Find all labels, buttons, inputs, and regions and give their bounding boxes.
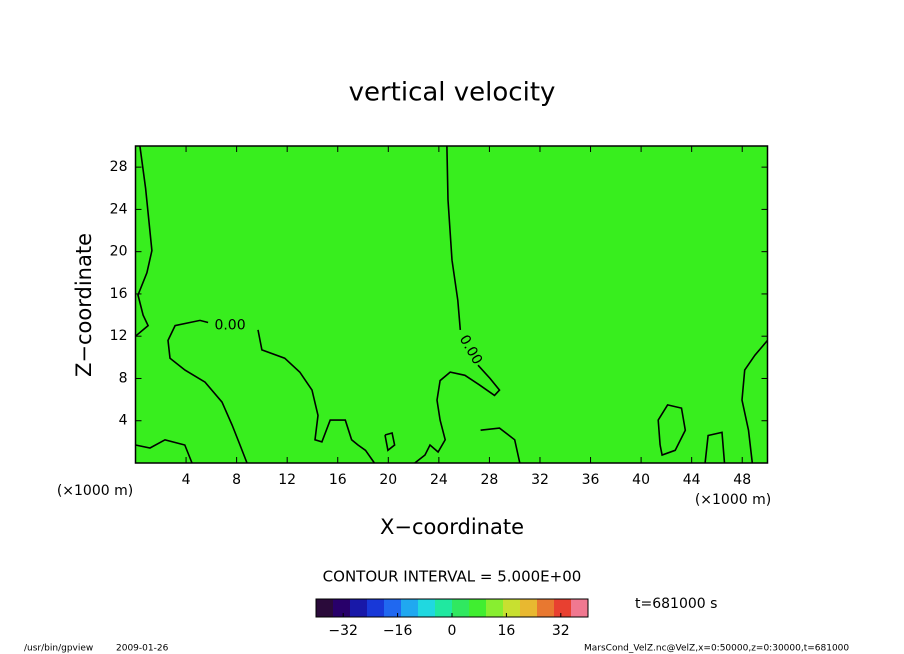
x-tick-label: 24 — [430, 472, 448, 488]
time-label: t=681000 s — [635, 596, 717, 612]
contour-line — [741, 339, 769, 464]
contour-line — [704, 431, 726, 464]
contour-line — [167, 319, 376, 464]
colorbar-tick-label: −16 — [383, 623, 413, 639]
colorbar-cell — [401, 599, 419, 617]
colorbar-cell — [503, 599, 521, 617]
contour-label: 0.00 — [214, 318, 245, 334]
colorbar-cell — [418, 599, 436, 617]
x-tick-label: 40 — [632, 472, 650, 488]
colorbar-cell — [435, 599, 453, 617]
x-axis-title: X−coordinate — [380, 515, 524, 539]
contour-interval: CONTOUR INTERVAL = 5.000E+00 — [323, 568, 582, 586]
colorbar-cell — [333, 599, 351, 617]
x-tick-label: 20 — [379, 472, 397, 488]
colorbar-tick-label: −32 — [328, 623, 358, 639]
x-tick-label: 36 — [582, 472, 600, 488]
colorbar-tick-label: 32 — [552, 623, 570, 639]
chart-title: vertical velocity — [349, 78, 556, 108]
colorbar-cell — [452, 599, 470, 617]
footer-source: MarsCond_VelZ.nc@VelZ,x=0:50000,z=0:3000… — [584, 644, 849, 654]
y-tick-label: 20 — [110, 244, 128, 260]
x-tick-label: 16 — [329, 472, 347, 488]
footer-program: /usr/bin/gpview — [24, 644, 93, 654]
contour-line — [414, 146, 501, 464]
y-tick-label: 16 — [110, 286, 128, 302]
contour-line — [134, 145, 153, 337]
x-tick-label: 8 — [232, 472, 241, 488]
y-tick-label: 4 — [119, 413, 128, 429]
x-tick-label: 28 — [481, 472, 499, 488]
y-tick-label: 12 — [110, 328, 128, 344]
y-axis-title: Z−coordinate — [72, 233, 96, 377]
x-tick-label: 12 — [278, 472, 296, 488]
colorbar-cell — [316, 599, 334, 617]
colorbar-cell — [537, 599, 555, 617]
contour-line — [135, 438, 193, 464]
y-tick-label: 24 — [110, 201, 128, 217]
colorbar-cell — [367, 599, 385, 617]
x-tick-label: 32 — [531, 472, 549, 488]
x-tick-label: 44 — [683, 472, 701, 488]
colorbar-cell — [384, 599, 402, 617]
y-tick-label: 28 — [110, 159, 128, 175]
field-fill — [135, 146, 768, 463]
x-unit-label: (×1000 m) — [695, 492, 771, 508]
x-tick-label: 4 — [182, 472, 191, 488]
colorbar-cell — [571, 599, 589, 617]
colorbar-cell — [486, 599, 504, 617]
contour-line — [480, 427, 521, 464]
contour-line — [384, 431, 396, 452]
contour-line — [657, 403, 687, 457]
colorbar-cell — [554, 599, 572, 617]
x-unit-label: (×1000 m) — [57, 483, 133, 499]
colorbar-cell — [520, 599, 538, 617]
colorbar-cell — [469, 599, 487, 617]
x-tick-label: 48 — [733, 472, 751, 488]
colorbar-cell — [350, 599, 368, 617]
footer-date: 2009-01-26 — [116, 644, 169, 654]
y-tick-label: 8 — [119, 370, 128, 386]
colorbar-tick-label: 16 — [497, 623, 515, 639]
plot-frame — [134, 145, 769, 464]
colorbar-tick-label: 0 — [448, 623, 457, 639]
